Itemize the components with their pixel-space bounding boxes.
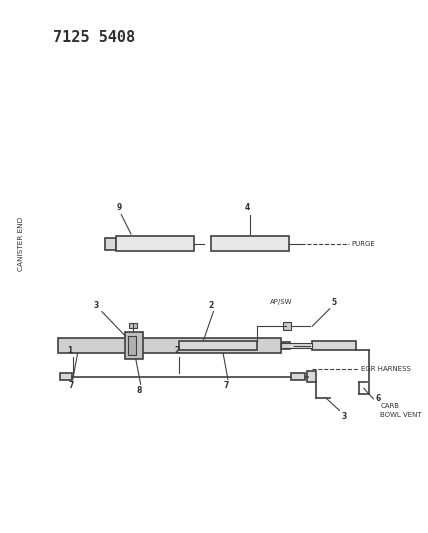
Text: 2: 2 <box>209 301 214 310</box>
Text: 7125 5408: 7125 5408 <box>54 30 136 45</box>
Text: 8: 8 <box>136 386 141 395</box>
Bar <box>312 341 356 350</box>
Text: CANISTER END: CANISTER END <box>18 216 24 271</box>
Bar <box>211 236 289 252</box>
Bar <box>281 343 312 349</box>
Text: 2: 2 <box>174 346 179 356</box>
Bar <box>282 342 290 350</box>
Bar <box>60 373 72 381</box>
Text: BOWL VENT: BOWL VENT <box>380 413 422 418</box>
Text: 7: 7 <box>223 382 229 391</box>
Text: EGR HARNESS: EGR HARNESS <box>361 366 411 372</box>
Text: 3: 3 <box>94 301 99 310</box>
Bar <box>116 236 194 252</box>
Text: 1: 1 <box>67 346 72 356</box>
Bar <box>58 338 281 353</box>
Bar <box>129 323 137 328</box>
Text: PURGE: PURGE <box>351 241 375 247</box>
Bar <box>291 373 305 381</box>
Bar <box>306 371 316 382</box>
Text: 9: 9 <box>117 203 122 212</box>
Text: CARB: CARB <box>380 403 399 409</box>
Bar <box>179 341 257 350</box>
Text: AP/SW: AP/SW <box>270 299 293 305</box>
Bar <box>125 332 143 359</box>
Bar <box>105 238 116 249</box>
Bar <box>283 322 291 330</box>
Text: 7: 7 <box>68 382 74 391</box>
Text: 3: 3 <box>342 411 347 421</box>
Text: 5: 5 <box>332 298 337 307</box>
Bar <box>128 336 136 356</box>
Text: 6: 6 <box>375 394 380 403</box>
Text: 4: 4 <box>245 203 250 212</box>
